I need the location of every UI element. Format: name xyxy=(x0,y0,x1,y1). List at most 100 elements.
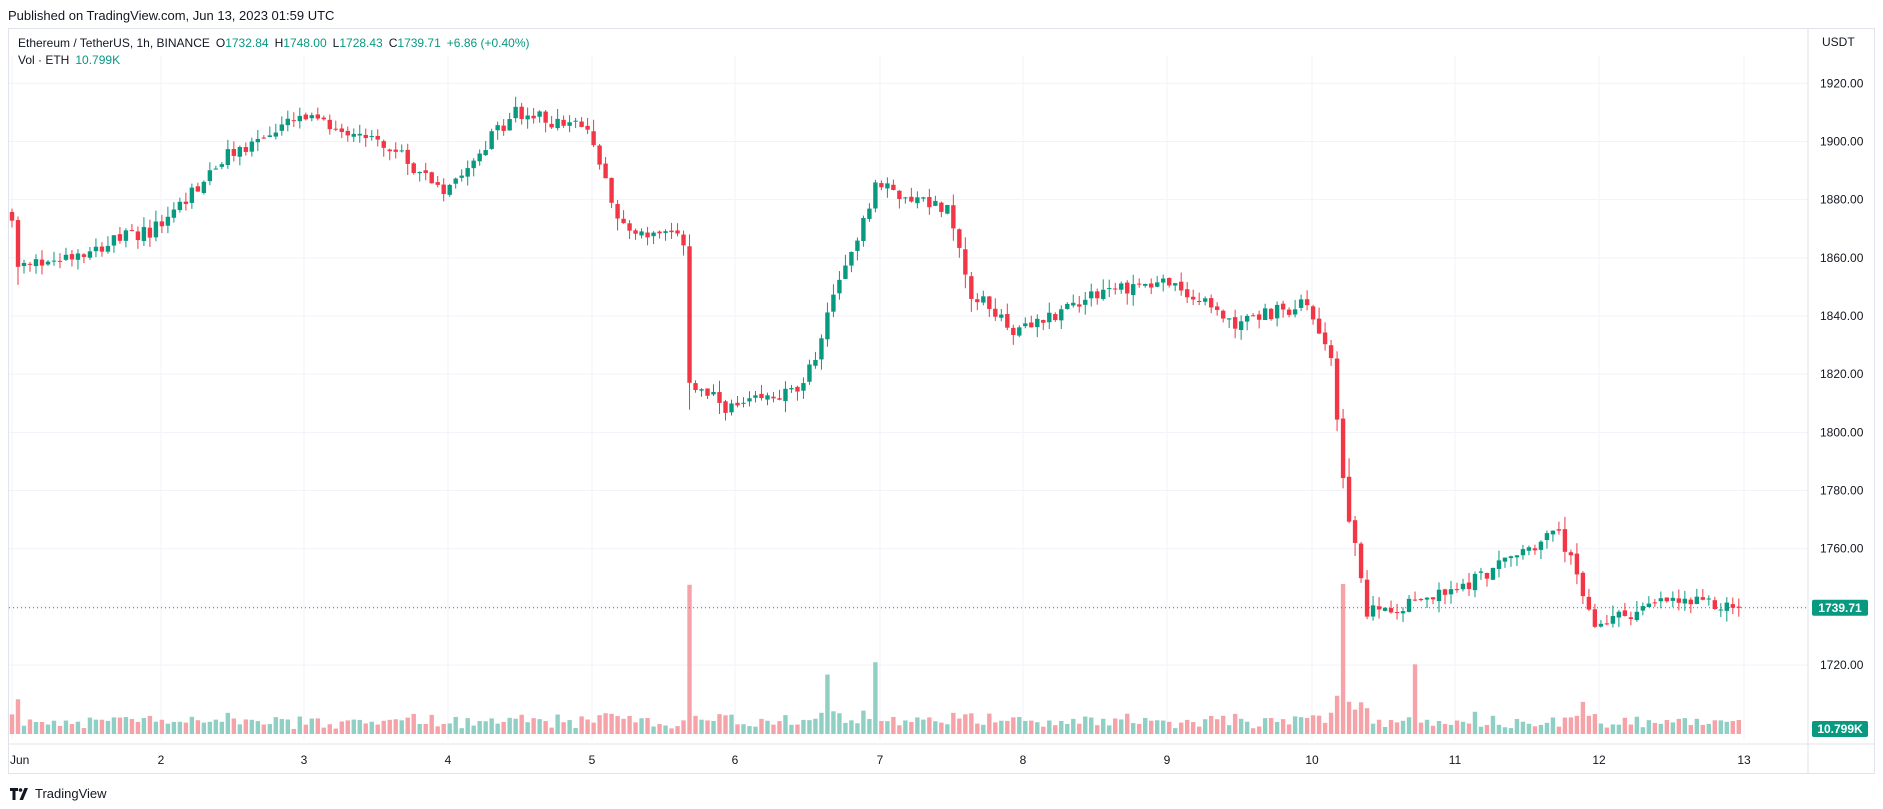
candle-body xyxy=(783,388,788,402)
candle-body xyxy=(1322,332,1328,345)
volume-bar xyxy=(1538,724,1544,734)
candle-body xyxy=(63,254,69,260)
volume-bar xyxy=(1250,728,1256,734)
candle-body xyxy=(465,168,470,177)
candle-body xyxy=(567,122,572,126)
volume-bar xyxy=(867,718,872,734)
volume-bar xyxy=(993,722,998,734)
volume-bar xyxy=(1328,712,1334,734)
volume-bar xyxy=(165,723,171,734)
volume-bar xyxy=(819,712,824,734)
volume-bar xyxy=(1101,718,1106,734)
candle-body xyxy=(309,115,314,119)
candle-body xyxy=(1065,303,1070,309)
volume-bar xyxy=(1131,723,1136,734)
candle-body xyxy=(1370,605,1376,617)
candle-body xyxy=(1430,597,1436,600)
volume-bar xyxy=(1184,719,1190,734)
volume-bar xyxy=(585,719,590,734)
candle-body xyxy=(1562,529,1568,552)
candle-body xyxy=(1053,314,1058,321)
candle-body xyxy=(165,216,171,226)
volume-bar xyxy=(363,723,368,734)
legend-ohlc-row: Ethereum / TetherUS, 1h, BINANCE O1732.8… xyxy=(18,35,530,52)
volume-bar xyxy=(1178,722,1184,734)
volume-bar xyxy=(1550,717,1556,734)
x-tick-label: 2 xyxy=(158,753,165,767)
candle-body xyxy=(363,134,368,139)
volume-bar xyxy=(1304,718,1310,734)
candle-body xyxy=(537,111,542,117)
candle-body xyxy=(1568,552,1574,556)
volume-bar xyxy=(273,717,279,734)
candle-body xyxy=(1730,604,1736,608)
volume-bar xyxy=(219,721,225,734)
volume-bar xyxy=(1155,720,1160,734)
candle-body xyxy=(15,220,21,267)
volume-bar xyxy=(885,721,890,734)
candle-body xyxy=(399,150,404,152)
candle-body xyxy=(777,398,782,400)
volume-bar xyxy=(225,712,231,734)
candle-body xyxy=(987,296,992,309)
volume-bar xyxy=(477,721,482,734)
footer-brand[interactable]: TradingView xyxy=(10,786,107,801)
candle-body xyxy=(1089,291,1094,299)
candle-body xyxy=(105,245,111,252)
candle-body xyxy=(1059,309,1064,321)
candle-body xyxy=(381,141,386,148)
y-tick-label: 1820.00 xyxy=(1820,367,1864,381)
candle-body xyxy=(837,279,842,294)
x-tick-label: 10 xyxy=(1305,753,1319,767)
legend-open: O1732.84 xyxy=(215,36,269,50)
candle-body xyxy=(669,230,674,233)
volume-bar xyxy=(1616,724,1622,734)
volume-bar xyxy=(1208,715,1214,734)
volume-bar xyxy=(1352,709,1358,734)
candle-body xyxy=(891,184,896,190)
volume-bar xyxy=(1568,717,1574,734)
candle-body xyxy=(1011,327,1016,336)
candle-body xyxy=(369,136,374,138)
candle-body xyxy=(1634,611,1640,621)
legend-symbol[interactable]: Ethereum / TetherUS, 1h, BINANCE xyxy=(18,36,210,50)
volume-bar xyxy=(309,718,314,734)
volume-bar xyxy=(1598,723,1604,734)
volume-bar xyxy=(1430,725,1436,734)
candle-body xyxy=(57,260,63,262)
candle-body xyxy=(9,211,15,221)
candle-body xyxy=(1406,598,1412,612)
volume-bar xyxy=(1011,717,1016,734)
candle-body xyxy=(495,125,500,131)
candle-body xyxy=(981,296,986,303)
candle-body xyxy=(1724,602,1730,611)
last-price-badge xyxy=(1812,599,1868,616)
volume-bar xyxy=(573,727,578,734)
volume-bar xyxy=(129,719,135,734)
candle-body xyxy=(651,232,656,237)
candle-body xyxy=(1454,589,1460,591)
volume-bar xyxy=(1562,717,1568,734)
candle-body xyxy=(1586,596,1592,610)
candle-body xyxy=(933,200,938,206)
volume-bar xyxy=(519,714,524,734)
volume-bar xyxy=(441,723,446,734)
legend-volume-label[interactable]: Vol · ETH xyxy=(18,53,70,67)
candle-body xyxy=(1202,298,1208,302)
volume-bar xyxy=(1232,713,1238,734)
volume-bar xyxy=(1544,722,1550,734)
volume-bar xyxy=(1161,720,1166,734)
candle-body xyxy=(1700,597,1706,600)
tradingview-logo-icon xyxy=(10,787,28,800)
volume-bar xyxy=(297,716,302,734)
candle-body xyxy=(1670,597,1676,601)
last-volume-badge xyxy=(1812,721,1868,737)
candle-body xyxy=(1526,547,1532,551)
volume-bar xyxy=(813,718,818,734)
candle-body xyxy=(1520,549,1526,556)
volume-bar xyxy=(1388,719,1394,734)
volume-bar xyxy=(663,725,668,734)
candle-body xyxy=(1316,318,1322,334)
volume-bar xyxy=(351,719,356,734)
